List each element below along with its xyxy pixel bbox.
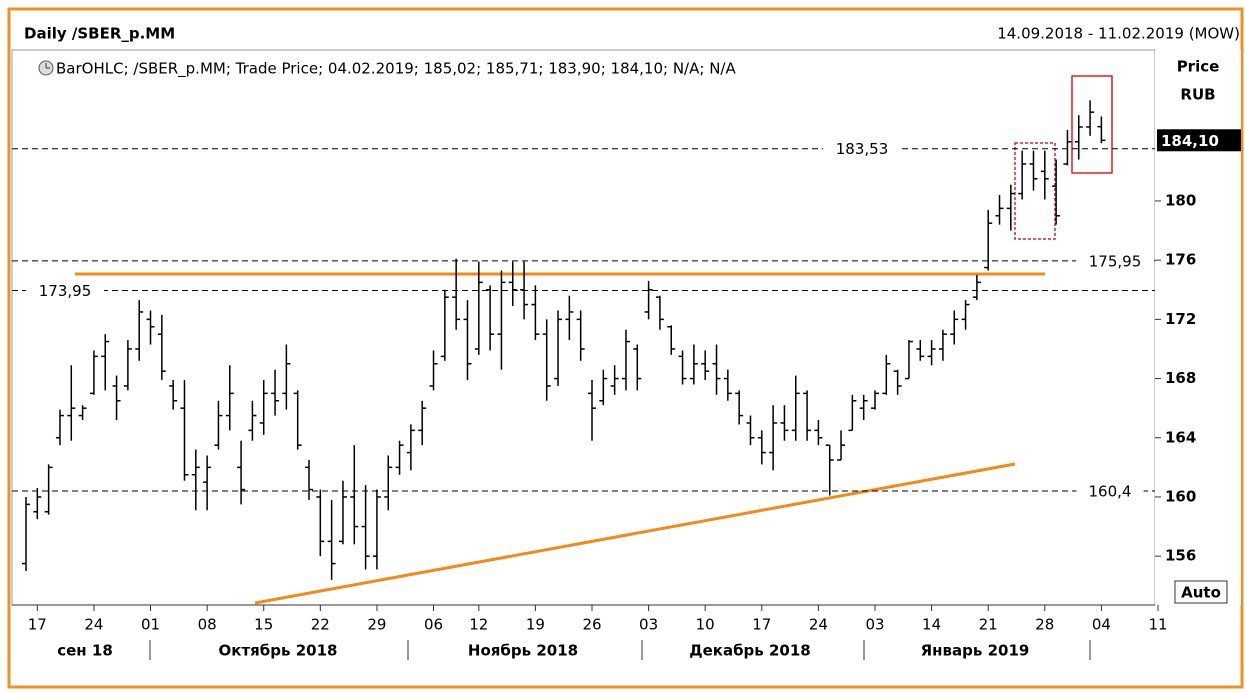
trendline bbox=[254, 462, 1016, 605]
auto-box bbox=[1174, 580, 1228, 604]
x-tick-label: 24 bbox=[84, 616, 103, 634]
x-tick-label: 10 bbox=[696, 616, 715, 634]
x-tick-label: 01 bbox=[141, 616, 160, 634]
y-tick-label: 160 bbox=[1165, 487, 1196, 505]
level-label-bg bbox=[823, 137, 901, 160]
x-tick-label: 28 bbox=[1035, 616, 1054, 634]
plot-area bbox=[11, 49, 1156, 606]
y-tick-label: 176 bbox=[1165, 251, 1196, 269]
y-tick-label: 180 bbox=[1165, 191, 1196, 209]
x-tick-label: 15 bbox=[254, 616, 273, 634]
x-tick-label: 12 bbox=[469, 616, 488, 634]
y-axis-label: Price bbox=[1177, 58, 1220, 76]
month-label: Октябрь 2018 bbox=[219, 642, 338, 660]
month-separators bbox=[149, 640, 1091, 660]
x-tick-label: 17 bbox=[752, 616, 771, 634]
y-tick-label: 168 bbox=[1165, 369, 1196, 387]
y-tick-label: 172 bbox=[1165, 310, 1196, 328]
level-label-bg bbox=[1076, 249, 1154, 272]
level-label-bg bbox=[26, 279, 104, 302]
x-tick-label: 03 bbox=[865, 616, 884, 634]
month-label: Ноябрь 2018 bbox=[468, 642, 578, 660]
month-label: Январь 2019 bbox=[921, 642, 1030, 660]
x-tick-label: 08 bbox=[198, 616, 217, 634]
x-tick-label: 03 bbox=[639, 616, 658, 634]
x-tick-label: 29 bbox=[367, 616, 386, 634]
x-tick-label: 24 bbox=[809, 616, 828, 634]
last-price-box bbox=[1157, 129, 1241, 152]
x-tick-label: 22 bbox=[311, 616, 330, 634]
month-label: Декабрь 2018 bbox=[689, 642, 811, 660]
x-tick-label: 26 bbox=[582, 616, 601, 634]
date-range: 14.09.2018 - 11.02.2019 (MOW) bbox=[997, 25, 1240, 43]
x-tick-label: 17 bbox=[28, 616, 47, 634]
chart-title: Daily /SBER_p.MM bbox=[24, 25, 175, 43]
level-label: 183,53 bbox=[836, 140, 889, 158]
x-tick-label: 19 bbox=[526, 616, 545, 634]
level-label: 173,95 bbox=[39, 282, 92, 300]
level-label: 175,95 bbox=[1089, 252, 1142, 270]
highlight-box bbox=[1014, 142, 1056, 240]
level-label-bg bbox=[1076, 480, 1144, 503]
x-tick-label: 11 bbox=[1148, 616, 1167, 634]
month-label: сен 18 bbox=[57, 642, 113, 660]
highlight-box bbox=[1071, 75, 1113, 174]
x-tick-label: 14 bbox=[922, 616, 941, 634]
level-label: 160,4 bbox=[1089, 483, 1132, 501]
y-tick-label: 156 bbox=[1165, 547, 1196, 565]
x-tick-label: 06 bbox=[424, 616, 443, 634]
last-price-label: 184,10 bbox=[1161, 132, 1219, 150]
legend: BarOHLC; /SBER_p.MM; Trade Price; 04.02.… bbox=[56, 60, 736, 79]
x-tick-label: 04 bbox=[1092, 616, 1111, 634]
y-tick-label: 164 bbox=[1165, 428, 1196, 446]
y-axis-unit: RUB bbox=[1180, 86, 1215, 104]
scale-mode: Auto bbox=[1181, 584, 1221, 602]
x-tick-label: 21 bbox=[979, 616, 998, 634]
